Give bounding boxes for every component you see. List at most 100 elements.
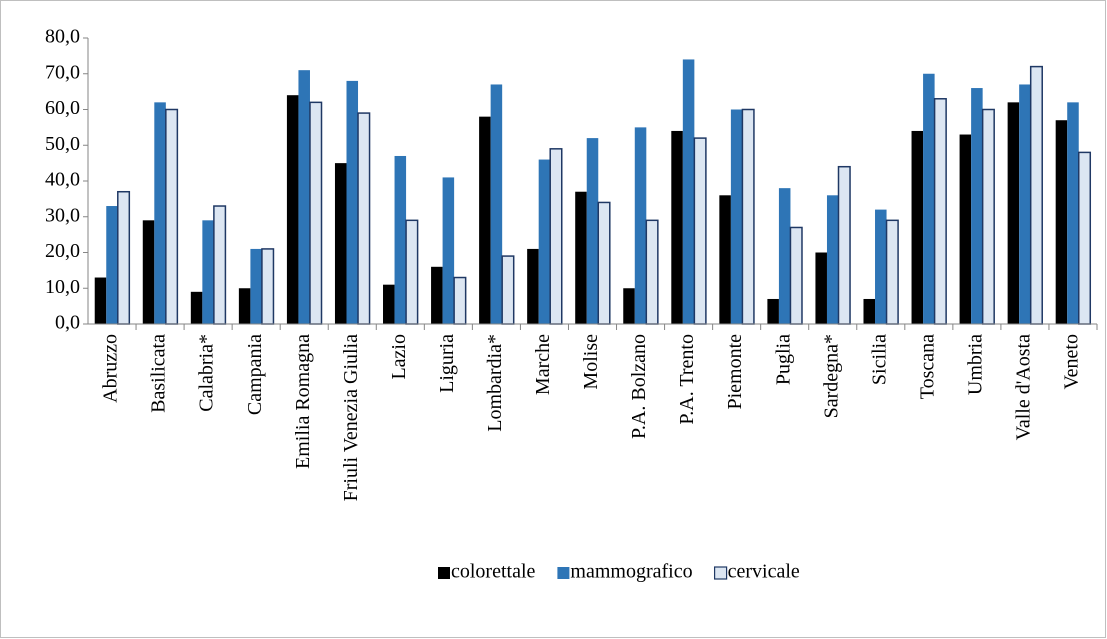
x-tick-label: Basilicata: [148, 334, 170, 413]
x-tick-label: Lazio: [388, 334, 410, 380]
bar: [586, 138, 599, 324]
x-tick-label: Sardegna*: [820, 334, 842, 418]
bar: [479, 116, 491, 325]
bar: [453, 276, 467, 325]
x-tick-label: Lombardia*: [484, 334, 506, 432]
legend-swatch: [713, 566, 728, 580]
y-tick-label: 40,0: [45, 169, 80, 191]
bar: [597, 201, 611, 325]
bar: [741, 108, 755, 325]
x-tick-label: Molise: [580, 334, 602, 390]
legend-swatch: [557, 567, 570, 579]
bar: [923, 73, 935, 324]
y-tick-label: 50,0: [45, 133, 80, 155]
x-tick-label: Puglia: [772, 334, 794, 385]
y-tick-label: 70,0: [45, 61, 80, 83]
x-tick-label: Veneto: [1061, 334, 1083, 390]
bar: [730, 109, 743, 324]
bar: [250, 248, 262, 324]
x-tick-label: P.A. Bolzano: [628, 334, 650, 439]
x-tick-label: Toscana: [916, 334, 938, 399]
bar: [549, 148, 563, 325]
legend-swatch: [438, 567, 450, 579]
x-tick-label: Friuli Venezia Giulia: [340, 334, 362, 501]
x-tick-label: Liguria: [436, 334, 458, 393]
bar: [863, 298, 876, 324]
bar: [575, 191, 587, 324]
x-tick-label: Piemonte: [724, 334, 746, 410]
bar: [1019, 84, 1031, 324]
bar: [394, 155, 407, 324]
bar: [826, 195, 839, 324]
bar: [190, 291, 203, 324]
bar: [202, 220, 214, 324]
bar: [933, 98, 947, 325]
bar: [106, 206, 118, 324]
x-tick-label: Umbria: [964, 334, 986, 395]
bar: [1029, 65, 1043, 325]
bar: [634, 127, 647, 324]
bar: [538, 159, 551, 324]
x-tick-label: Marche: [532, 334, 554, 395]
bar: [298, 70, 310, 324]
y-tick-label: 30,0: [45, 204, 80, 226]
bar: [405, 219, 419, 325]
y-tick-label: 60,0: [45, 97, 80, 119]
bar: [442, 177, 455, 324]
y-tick-label: 80,0: [45, 26, 80, 48]
legend-label: cervicale: [728, 561, 800, 583]
bar: [309, 101, 323, 325]
x-tick-label: Emilia Romagna: [292, 334, 314, 469]
x-tick-label: Valle d'Aosta: [1013, 334, 1035, 440]
bar: [959, 134, 972, 324]
bar: [885, 219, 899, 325]
y-tick-label: 10,0: [45, 276, 80, 298]
x-tick-label: P.A. Trento: [676, 334, 698, 425]
y-tick-label: 20,0: [45, 240, 80, 262]
x-tick-label: Sicilia: [868, 334, 890, 385]
bar: [682, 59, 695, 324]
x-tick-label: Campania: [244, 334, 266, 415]
bar: [971, 88, 983, 324]
bar: [142, 220, 155, 324]
bar: [527, 248, 539, 324]
bar: [837, 165, 851, 325]
bar: [981, 108, 995, 325]
x-tick-label: Calabria*: [196, 334, 218, 412]
y-tick-label: 0,0: [55, 312, 80, 334]
bar: [911, 130, 924, 324]
bar: [213, 205, 227, 325]
bar: [671, 130, 683, 324]
bar: [94, 277, 107, 324]
bar: [767, 298, 779, 324]
bar: [1067, 102, 1079, 324]
bar: [501, 255, 515, 325]
legend-label: mammografico: [570, 561, 692, 583]
bar: [165, 108, 179, 325]
bar: [154, 102, 166, 324]
bar: [719, 195, 731, 324]
bar: [383, 284, 395, 324]
bar: [286, 95, 299, 324]
bar: [1007, 102, 1020, 324]
legend-label: colorettale: [451, 561, 536, 583]
bar: [815, 252, 827, 324]
bar: [1055, 120, 1068, 324]
bar: [431, 266, 443, 324]
bar: [693, 137, 707, 325]
bar: [1077, 151, 1092, 325]
bar: [490, 84, 503, 324]
x-tick-label: Abruzzo: [100, 334, 122, 403]
bar: [238, 288, 251, 324]
bar: [357, 112, 371, 325]
bar: [875, 209, 887, 324]
bar: [645, 219, 659, 325]
bar: [261, 248, 275, 325]
bar: [789, 226, 803, 325]
bar: [334, 163, 347, 324]
bar: [346, 80, 359, 325]
bar: [623, 288, 635, 324]
bar: [778, 188, 791, 324]
